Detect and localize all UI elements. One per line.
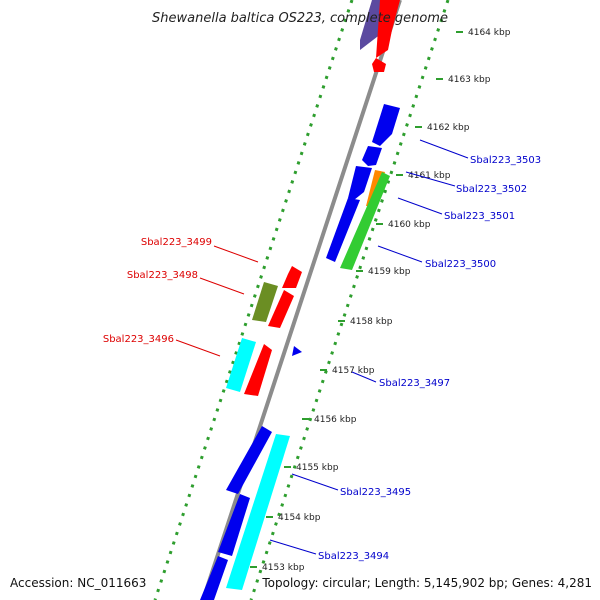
kbp-tick-label: 4155 kbp — [296, 463, 339, 473]
kbp-tick-group: 4164 kbp 4163 kbp 4162 kbp 4161 kbp 4160 kbp… — [250, 28, 511, 573]
gene-sbal223-3500-green — [340, 172, 390, 270]
gene-sbal223-3495-cyan — [226, 434, 290, 590]
gene-label-right[interactable]: Sbal223_3501 — [444, 211, 515, 222]
gene-label-left[interactable]: Sbal223_3496 — [103, 334, 174, 345]
gene-leader-line — [213, 245, 259, 263]
gene-leader-line — [397, 197, 443, 215]
kbp-tick-label: 4160 kbp — [388, 220, 431, 230]
gene-sbal223-3502 — [362, 146, 382, 166]
accession-text: Accession: NC_011663 — [10, 576, 146, 590]
gene-sbal223-3501 — [348, 166, 372, 200]
gene-sbal223-3494 — [218, 494, 250, 556]
kbp-tick-label: 4157 kbp — [332, 366, 375, 376]
kbp-tick-label: 4162 kbp — [427, 123, 470, 133]
gene-blue-3500 — [326, 198, 360, 262]
gene-tiny-blue — [292, 346, 302, 356]
gene-label-right[interactable]: Sbal223_3497 — [379, 378, 450, 389]
kbp-tick-label: 4161 kbp — [408, 171, 451, 181]
gene-label-right[interactable]: Sbal223_3502 — [456, 184, 527, 195]
kbp-tick-label: 4164 kbp — [468, 28, 511, 38]
kbp-tick-label: 4163 kbp — [448, 75, 491, 85]
gene-label-right[interactable]: Sbal223_3503 — [470, 155, 541, 166]
kbp-tick-label: 4159 kbp — [368, 267, 411, 277]
gene-leader-line — [405, 171, 456, 187]
genome-backbone — [201, 0, 402, 600]
gene-red-3496 — [244, 344, 272, 396]
map-title: Shewanella baltica OS223, complete genom… — [152, 11, 448, 26]
genome-summary-text: Topology: circular; Length: 5,145,902 bp… — [261, 576, 592, 590]
gene-red-top — [376, 0, 400, 58]
gene-sbal223-3495-blue — [226, 426, 272, 494]
gene-leader-line — [175, 339, 221, 357]
gene-leader-line — [291, 473, 339, 491]
gene-leader-line — [351, 371, 377, 383]
gene-sbal223-3503 — [372, 104, 400, 146]
left-label-group: Sbal223_3499 Sbal223_3498 Sbal223_3496 — [103, 237, 259, 357]
kbp-tick-label: 4158 kbp — [350, 317, 393, 327]
gene-leader-line — [377, 245, 423, 263]
gene-label-right[interactable]: Sbal223_3494 — [318, 551, 389, 562]
gene-label-right[interactable]: Sbal223_3495 — [340, 487, 411, 498]
gene-label-left[interactable]: Sbal223_3498 — [127, 270, 198, 281]
gene-leader-line — [199, 277, 245, 295]
gene-blue-bottom — [200, 556, 228, 600]
gene-sbal223-3498 — [252, 282, 278, 322]
kbp-tick-label: 4156 kbp — [314, 415, 357, 425]
kbp-tick-label: 4154 kbp — [278, 513, 321, 523]
gene-sbal223-3499 — [282, 266, 302, 288]
gene-red-small — [372, 58, 386, 72]
kbp-tick-label: 4153 kbp — [262, 563, 305, 573]
gene-red-3498 — [268, 290, 294, 328]
gene-leader-line — [269, 539, 317, 555]
gene-label-left[interactable]: Sbal223_3499 — [141, 237, 212, 248]
gene-leader-line — [419, 139, 469, 159]
gene-label-right[interactable]: Sbal223_3500 — [425, 259, 496, 270]
right-label-group: Sbal223_3503 Sbal223_3502 Sbal223_3501 Sbal… — [269, 139, 541, 562]
gene-sbal223-3496 — [226, 338, 256, 392]
